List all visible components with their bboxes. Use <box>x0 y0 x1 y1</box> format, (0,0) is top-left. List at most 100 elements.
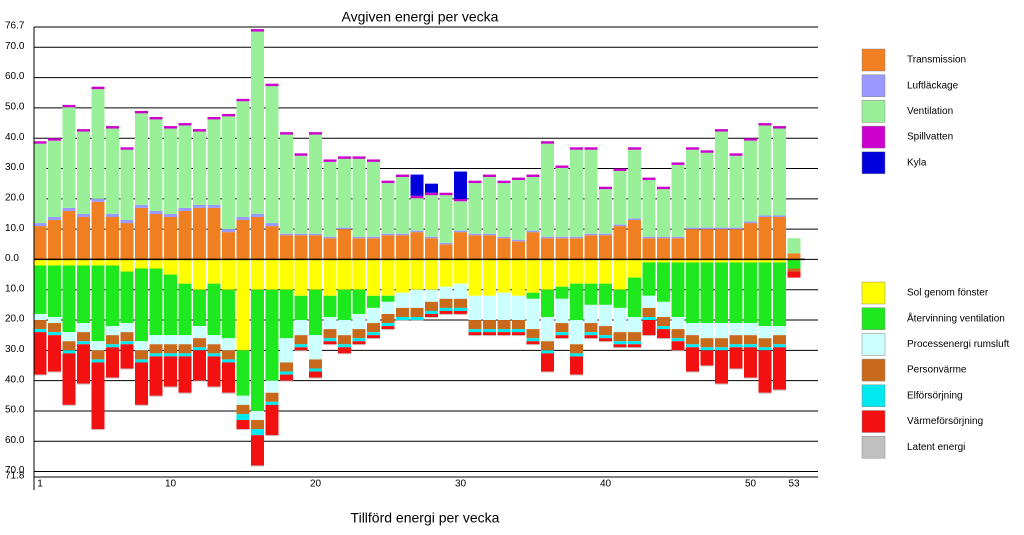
bar-segment <box>62 404 76 406</box>
y-tick-label: 20.0 <box>5 192 25 203</box>
bar-segment <box>207 207 221 260</box>
bar-segment <box>599 186 612 190</box>
bar-segment <box>497 335 511 337</box>
bar-segment <box>758 326 772 339</box>
bar-segment <box>773 126 786 129</box>
bar-segment <box>338 344 351 348</box>
bar-segment <box>584 335 598 339</box>
bar-segment <box>178 392 192 394</box>
bar-segment <box>193 326 206 339</box>
bar-segment <box>410 307 424 317</box>
bar-segment <box>468 180 482 184</box>
bar-segment <box>599 233 612 236</box>
legend-label: Transmission <box>907 55 966 66</box>
bar-segment <box>77 341 90 345</box>
bar-segment <box>280 233 293 236</box>
legend-swatch <box>861 48 886 72</box>
bar-segment <box>657 189 670 237</box>
bar-segment <box>454 232 467 260</box>
bar-segment <box>642 259 656 263</box>
bar-segment <box>613 259 627 290</box>
bar-segment <box>671 329 685 339</box>
bar-segment <box>91 201 105 260</box>
bar-segment <box>425 183 438 193</box>
bar-segment <box>497 180 511 184</box>
bar-segment <box>367 236 380 239</box>
bar-segment <box>178 125 192 208</box>
bar-segment <box>599 189 612 234</box>
bar-segment <box>135 259 148 269</box>
bar-segment <box>120 223 134 260</box>
bar-segment <box>570 320 583 345</box>
bar-segment <box>570 356 583 375</box>
bar-segment <box>33 329 47 333</box>
bar-segment <box>526 344 540 346</box>
bar-segment <box>367 259 380 296</box>
bar-segment <box>729 335 743 345</box>
x-tick-label: 50 <box>745 479 757 490</box>
bar-segment <box>352 313 366 330</box>
bar-segment <box>77 383 90 385</box>
bar-segment <box>744 377 757 379</box>
bar-segment <box>280 371 293 375</box>
bar-segment <box>715 323 728 339</box>
bar-segment <box>265 435 279 437</box>
bar-segment <box>106 126 119 129</box>
bar-segment <box>787 271 801 278</box>
bar-segment <box>454 201 467 231</box>
bar-segment <box>425 192 438 196</box>
bar-segment <box>265 86 279 224</box>
bar-segment <box>613 307 627 333</box>
bar-segment <box>512 241 525 260</box>
bar-segment <box>265 259 279 290</box>
bar-segment <box>178 259 192 284</box>
bar-segment <box>744 138 757 141</box>
bar-segment <box>497 332 511 336</box>
bar-segment <box>149 213 163 260</box>
bar-segment <box>657 236 670 239</box>
bar-segment <box>744 259 757 263</box>
bar-segment <box>671 259 685 263</box>
bar-segment <box>483 177 496 234</box>
bar-segment <box>106 265 119 327</box>
bar-segment <box>207 259 221 284</box>
bar-segment <box>193 338 206 348</box>
bar-segment <box>352 289 366 314</box>
bar-segment <box>193 289 206 327</box>
bar-segment <box>744 344 757 348</box>
bar-segment <box>483 295 496 321</box>
bar-segment <box>599 326 612 336</box>
x-axis-title: Tillförd energi per vecka <box>351 510 500 526</box>
bar-segment <box>599 304 612 327</box>
bar-segment <box>367 295 380 308</box>
bar-segment <box>251 465 264 467</box>
bar-segment <box>671 238 685 260</box>
bar-segment <box>62 332 76 342</box>
bar-segment <box>613 341 627 345</box>
bar-segment <box>555 165 569 168</box>
y-tick-label: 50.0 <box>5 405 25 416</box>
bar-segment <box>280 362 293 372</box>
bar-segment <box>700 259 714 263</box>
legend-label: Spillvatten <box>907 132 953 143</box>
bar-segment <box>106 128 119 214</box>
bar-segment <box>541 143 554 237</box>
bar-segment <box>541 341 554 351</box>
bar-segment <box>425 310 438 314</box>
bar-segment <box>773 344 786 348</box>
bar-segment <box>483 320 496 330</box>
bar-segment <box>512 320 525 330</box>
bar-segment <box>149 356 163 396</box>
bar-segment <box>729 153 743 156</box>
bar-segment <box>338 229 351 260</box>
legend-swatch <box>861 333 886 356</box>
bar-segment <box>555 238 569 260</box>
bar-segment <box>178 344 192 354</box>
bar-segment <box>207 335 221 345</box>
bar-segment <box>33 265 47 314</box>
bar-segment <box>352 156 366 159</box>
bar-segment <box>468 259 482 296</box>
bar-segment <box>686 371 699 373</box>
bar-segment <box>135 341 148 351</box>
bar-segment <box>106 217 119 260</box>
